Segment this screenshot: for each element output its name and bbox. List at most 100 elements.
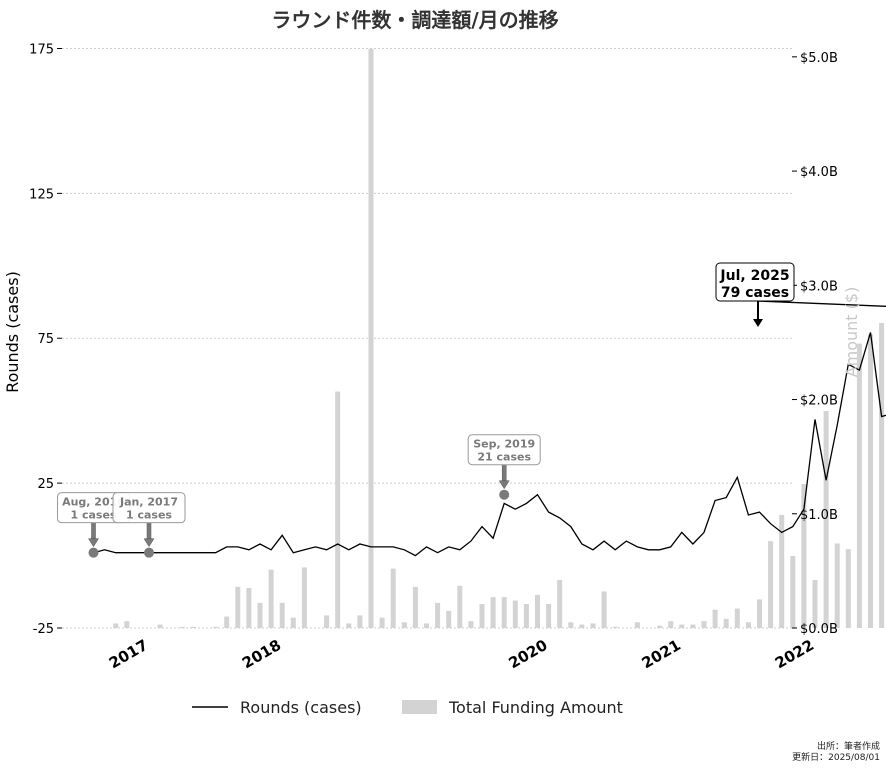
funding-bar [612,626,618,628]
funding-bar [490,597,496,628]
axes: 175 125 75 25 -25 $5.0B $4.0B $3.0B $2.0B $1.0B $0… [29,42,838,672]
y-tick-label: 175 [29,42,54,57]
annotation-point [144,547,154,558]
funding-bar [424,623,429,628]
gridlines [62,47,792,629]
funding-bar [601,591,607,628]
funding-bar [435,602,441,628]
funding-bar [512,600,518,628]
annotation-box [715,262,795,302]
footer-updated: 更新日：2025/08/01 [792,753,880,763]
funding-bar [279,602,285,628]
funding-bar [246,588,252,628]
funding-bar [790,556,796,628]
funding-bar [590,623,596,628]
y-axis-label: Rounds (cases) [3,271,22,393]
funding-bar [224,616,230,628]
x-tick-label: 2018 [239,636,284,672]
y2-axis-label: Amount ($) [842,287,861,378]
funding-bar [657,625,663,628]
funding-bar [579,624,585,628]
funding-bar [401,622,407,628]
funding-bar [290,617,296,628]
y-tick-label: -25 [33,622,54,637]
annotation-date: Aug, 2016 [62,496,125,509]
annotation-date: Jan, 2017 [119,496,178,509]
funding-bar [213,626,219,628]
funding-bar [179,626,185,628]
funding-bar [479,604,485,628]
funding-bar [856,343,862,628]
annotation-count: 21 cases [477,451,531,464]
annotation-count: 79 cases [721,285,789,301]
legend: Rounds (cases) Total Funding Amount [192,698,623,717]
funding-bar [634,622,640,628]
funding-bar [324,615,330,628]
funding-bar [690,624,696,628]
funding-bar [157,624,163,628]
x-tick-label: 2021 [639,636,684,672]
funding-bar [346,623,352,628]
funding-bar [768,541,774,628]
y-tick-label: 125 [29,187,54,202]
annotation-date: Jul, 2025 [719,268,789,284]
funding-bar [712,609,718,628]
y2-tick-label: $3.0B [800,279,838,294]
legend-funding: Total Funding Amount [448,698,623,717]
funding-bar [235,586,241,628]
annotation-point [499,489,510,500]
annotation-box [467,434,541,466]
funding-bar [390,568,396,628]
x-tick-label: 2020 [505,636,550,672]
funding-bar [757,599,762,628]
funding-bar [468,621,474,628]
funding-bar [412,586,418,628]
y-tick-label: 75 [37,332,54,347]
funding-bar [568,622,574,628]
annotation-point [88,547,99,558]
funding-bar [779,514,785,628]
funding-bar [823,410,829,628]
y2-tick-label: $2.0B [800,394,838,409]
annotation-arrow [757,300,886,307]
funding-bar [879,323,885,628]
funding-bar [723,618,729,628]
funding-bar [812,580,818,628]
funding-bar [301,567,307,628]
annotation-arrow-stem [91,522,96,540]
annotation-arrowhead [753,319,763,327]
y2-tick-label: $1.0B [800,508,838,523]
funding-bar [668,621,674,628]
funding-bar [368,48,374,629]
funding-bar [535,594,540,628]
y-tick-label: 25 [37,477,54,492]
x-tick-label: 2022 [772,636,817,672]
funding-bar [113,623,119,628]
legend-bar-swatch [402,700,437,714]
funding-bar [357,615,363,628]
annotation-arrowhead [143,538,155,548]
funding-bar [257,602,263,628]
footer: 出所：筆者作成 更新日：2025/08/01 [792,742,880,764]
funding-bar [523,604,529,628]
funding-bar [501,597,507,628]
annotation-count: 1 cases [71,509,117,522]
annotation-arrowhead [88,538,99,548]
chart-title: ラウンド件数・調達額/月の推移 [271,8,558,32]
footer-source: 出所：筆者作成 [816,742,880,752]
funding-bar [557,580,563,628]
funding-bar [124,621,130,628]
annotation-arrow-stem [146,522,152,540]
x-tick-label: 2017 [106,636,151,672]
funding-bar [868,334,873,628]
funding-bar [845,549,851,628]
funding-bar [379,617,385,628]
funding-bar [546,604,552,628]
legend-rounds: Rounds (cases) [240,698,362,717]
